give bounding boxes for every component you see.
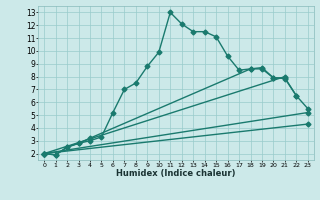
X-axis label: Humidex (Indice chaleur): Humidex (Indice chaleur): [116, 169, 236, 178]
